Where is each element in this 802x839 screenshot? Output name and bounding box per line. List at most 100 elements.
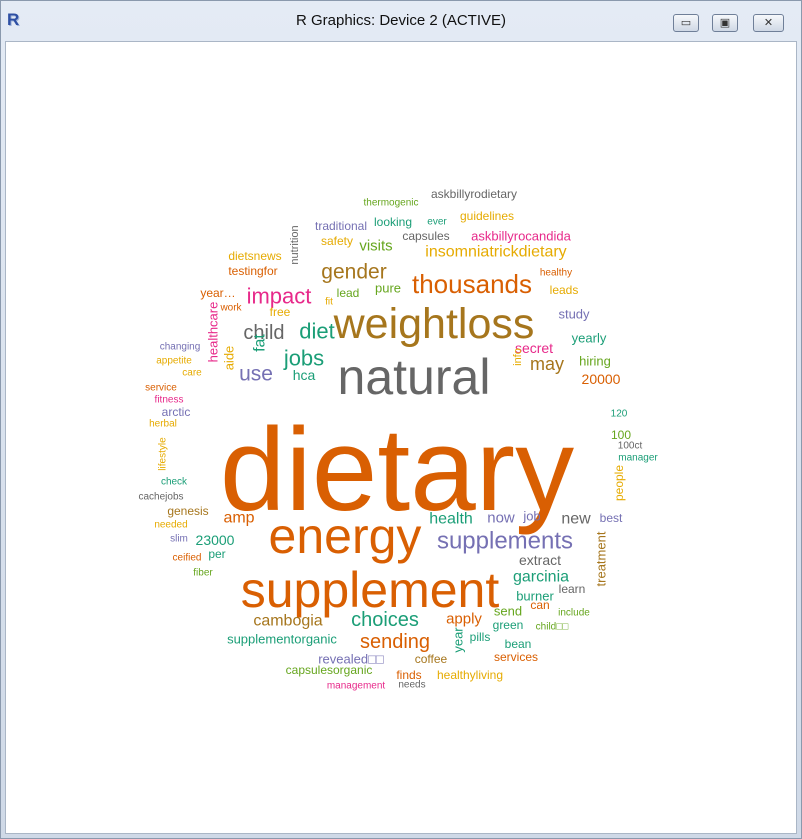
- word-81: 100ct: [618, 441, 643, 452]
- word-49: looking: [374, 215, 412, 229]
- word-54: safety: [321, 234, 353, 248]
- word-98: treatment: [594, 531, 609, 586]
- r-logo-icon: R: [7, 10, 20, 29]
- word-10: child: [243, 322, 284, 344]
- word-78: fiber: [193, 568, 213, 579]
- word-47: capsules: [402, 229, 449, 243]
- word-28: 20000: [582, 371, 621, 387]
- word-70: herbal: [149, 419, 177, 430]
- word-64: changing: [160, 342, 201, 353]
- word-30: yearly: [572, 331, 607, 346]
- word-72: cachejobs: [138, 492, 183, 503]
- word-93: aide: [222, 346, 237, 371]
- word-61: free: [270, 305, 291, 319]
- word-13: choices: [351, 609, 419, 631]
- word-77: ceified: [173, 553, 202, 564]
- word-8: gender: [321, 261, 386, 284]
- word-1: energy: [269, 508, 422, 564]
- word-15: insomniatrickdietary: [425, 244, 566, 261]
- word-37: job: [522, 509, 540, 524]
- word-58: leads: [550, 283, 579, 297]
- word-79: 120: [611, 409, 628, 420]
- word-17: health: [429, 511, 473, 528]
- word-46: askbillyrocandida: [471, 229, 571, 244]
- word-89: management: [327, 681, 386, 692]
- word-3: natural: [338, 349, 491, 405]
- maximize-button[interactable]: ▣: [712, 14, 738, 32]
- word-40: services: [494, 650, 538, 664]
- word-12: use: [239, 363, 273, 386]
- word-35: revealed□□: [318, 652, 384, 667]
- word-11: jobs: [283, 346, 324, 371]
- word-43: capsulesorganic: [286, 663, 373, 677]
- minimize-icon: ▭: [680, 16, 692, 29]
- word-82: manager: [618, 453, 658, 464]
- word-60: year…: [200, 286, 235, 300]
- word-29: 23000: [196, 532, 235, 548]
- word-97: people: [612, 465, 626, 501]
- word-38: send: [494, 604, 522, 619]
- word-71: check: [161, 477, 188, 488]
- word-53: ever: [427, 217, 447, 228]
- word-18: cambogia: [253, 613, 322, 630]
- word-41: bean: [505, 637, 532, 651]
- word-2: supplement: [241, 562, 500, 618]
- word-59: lead: [337, 286, 360, 300]
- word-62: work: [219, 303, 242, 314]
- word-87: child□□: [536, 622, 569, 633]
- minimize-button[interactable]: ▭: [673, 14, 699, 32]
- word-76: per: [208, 547, 225, 561]
- word-85: can: [530, 598, 549, 612]
- word-84: learn: [559, 582, 586, 596]
- word-22: now: [487, 510, 515, 527]
- word-51: askbillyrodietary: [431, 187, 517, 201]
- word-5: thousands: [412, 269, 532, 299]
- word-0: dietary: [220, 404, 574, 536]
- word-32: study: [558, 307, 590, 322]
- word-4: weightloss: [333, 300, 535, 348]
- word-83: best: [600, 511, 623, 525]
- word-31: hiring: [579, 354, 611, 369]
- word-99: year: [451, 627, 466, 653]
- word-33: pure: [375, 281, 401, 296]
- word-96: lifestyle: [158, 437, 169, 471]
- word-65: appetite: [156, 356, 192, 367]
- word-92: healthcare: [206, 302, 221, 363]
- word-56: testingfor: [228, 264, 277, 278]
- word-66: care: [182, 368, 202, 379]
- close-icon: ✕: [763, 16, 774, 29]
- word-69: arctic: [162, 405, 191, 419]
- word-16: may: [530, 354, 564, 374]
- word-21: amp: [223, 510, 254, 527]
- word-34: supplementorganic: [227, 632, 337, 647]
- word-74: needed: [154, 520, 187, 531]
- word-23: apply: [446, 611, 482, 628]
- word-42: green: [493, 618, 524, 632]
- word-20: new: [561, 511, 591, 528]
- word-73: genesis: [167, 504, 208, 518]
- word-90: needs: [398, 680, 425, 691]
- maximize-icon: ▣: [719, 16, 731, 29]
- word-63: fit: [325, 297, 333, 308]
- word-24: visits: [359, 238, 392, 255]
- word-88: pills: [470, 630, 491, 644]
- word-48: traditional: [315, 219, 367, 233]
- word-45: healthyliving: [437, 668, 503, 682]
- word-50: guidelines: [460, 209, 514, 223]
- word-67: service: [145, 383, 177, 394]
- word-27: extract: [519, 552, 561, 568]
- word-25: hca: [293, 367, 316, 383]
- word-57: healthy: [540, 268, 572, 279]
- word-6: supplements: [437, 528, 573, 555]
- close-button[interactable]: ✕: [753, 14, 784, 32]
- word-26: secret: [515, 340, 553, 356]
- word-75: slim: [170, 534, 188, 545]
- title-bar[interactable]: R R Graphics: Device 2 (ACTIVE) ▭ ▣ ✕: [1, 1, 801, 41]
- word-94: fat: [252, 334, 269, 352]
- word-86: include: [558, 608, 590, 619]
- word-9: diet: [299, 319, 334, 344]
- word-39: coffee: [415, 652, 448, 666]
- word-19: garcinia: [513, 569, 569, 586]
- graphics-canvas: dietary energy supplement natural weightloss…: [5, 41, 797, 834]
